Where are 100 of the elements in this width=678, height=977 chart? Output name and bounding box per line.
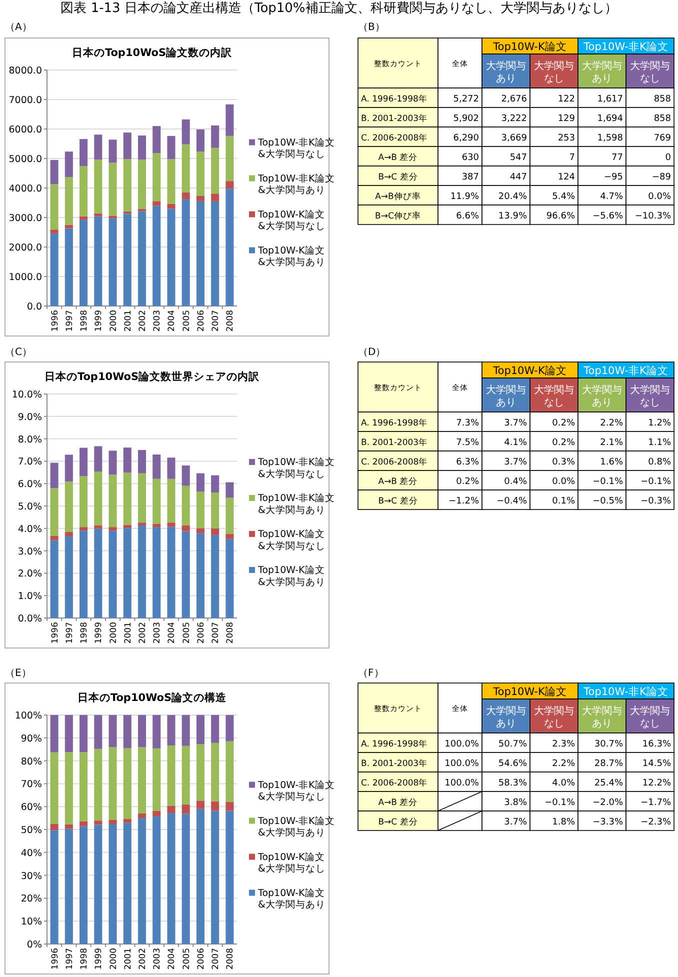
bar [108, 162, 117, 216]
x-tick-label: 2003 [152, 948, 163, 970]
bar [152, 206, 161, 306]
text: Top10W-K論文 [492, 364, 567, 377]
y-tick-label: 0.0 [26, 302, 42, 312]
bar [138, 813, 146, 818]
text: （E） [5, 668, 32, 679]
bar [211, 148, 220, 194]
x-tick-label: 2003 [152, 310, 163, 332]
text: 0.3% [552, 457, 575, 468]
bar [211, 715, 220, 743]
bar [152, 478, 161, 524]
bar [182, 465, 190, 486]
text: 6,290 [453, 133, 479, 144]
bar [108, 527, 117, 531]
bar [226, 498, 234, 534]
chart-title: 日本のTop10WoS論文数世界シェアの内訳 [44, 370, 261, 383]
bar [138, 450, 146, 474]
legend-label: Top10W-非K論文 &大学関与なし [257, 136, 335, 160]
legend-label: Top10W-K論文 &大学関与なし [257, 208, 326, 232]
text: 100.0% [444, 758, 479, 769]
bar [182, 486, 190, 526]
text: −89 [652, 172, 671, 182]
bar [94, 525, 102, 529]
x-tick-label: 1997 [64, 948, 75, 970]
bar [80, 530, 88, 618]
bar [80, 476, 88, 528]
bar [64, 536, 73, 618]
text: 387 [462, 172, 479, 182]
y-tick-label: 60% [20, 802, 42, 814]
y-tick-label: 0.0% [18, 614, 42, 624]
y-tick-label: 10.0% [12, 390, 42, 400]
text: 3,669 [501, 133, 527, 144]
bar [152, 201, 161, 206]
bar [123, 448, 132, 473]
y-tick-label: 5.0% [18, 502, 42, 512]
y-tick-label: 1000.0 [8, 272, 42, 283]
category-label: 大学関与あり [486, 704, 526, 730]
bar [50, 536, 58, 540]
text: 2.1% [600, 438, 623, 448]
text: 0.2% [552, 418, 575, 428]
y-tick-label: 7000.0 [8, 95, 42, 106]
category-label: B. 2001-2003年 [361, 758, 428, 769]
text: 769 [654, 133, 671, 144]
legend-label: Top10W-K論文 &大学関与なし [257, 528, 326, 552]
text: （F） [358, 668, 384, 679]
bar [94, 134, 102, 160]
text: 図表 1-13 日本の論文産出構造（Top10%補正論文、科研費関与ありなし、大学関与ありなし） [60, 0, 618, 16]
x-tick-label: 2001 [123, 310, 134, 332]
bar [182, 715, 190, 746]
text: −1.7% [640, 798, 671, 808]
bar [50, 540, 58, 618]
x-tick-label: 2002 [138, 310, 148, 332]
text: Top10W-K論文 [492, 685, 567, 698]
bar [138, 211, 146, 306]
text: 28.7% [594, 758, 623, 769]
bar [108, 715, 117, 748]
x-tick-label: 2007 [211, 948, 222, 970]
bar [80, 216, 88, 220]
bar [50, 715, 58, 752]
bar [50, 160, 58, 184]
text: 54.6% [498, 758, 527, 769]
bar [182, 531, 190, 618]
bar [226, 136, 234, 182]
bar [226, 810, 234, 944]
y-tick-label: 2.0% [18, 568, 42, 580]
text: 7 [569, 152, 575, 163]
bar [152, 810, 161, 816]
bar [167, 136, 176, 160]
category-label: C. 2006-2008年 [361, 133, 428, 144]
y-tick-label: 9.0% [18, 412, 42, 423]
text: 1.2% [648, 418, 671, 428]
chart-title: 日本のTop10WoS論文の構造 [77, 691, 228, 704]
bar [108, 218, 117, 306]
text: −1.2% [448, 496, 479, 506]
text: −2.0% [592, 798, 623, 808]
text: Top10W-非K論文 [582, 40, 668, 53]
category-label: 大学関与なし [630, 60, 670, 84]
bar [226, 534, 234, 539]
text: 447 [510, 172, 527, 182]
bar [196, 800, 204, 809]
bar [64, 228, 73, 306]
x-tick-label: 2001 [123, 622, 134, 644]
bar [211, 801, 220, 811]
text: 2.2% [600, 418, 623, 428]
category-label: B. 2001-2003年 [361, 438, 428, 448]
bar [196, 196, 204, 202]
y-tick-label: 6.0% [18, 479, 42, 490]
text: 858 [654, 114, 671, 124]
bar [167, 715, 176, 746]
bar [94, 216, 102, 306]
x-tick-label: 2000 [108, 948, 119, 970]
bar [226, 741, 234, 802]
bar [108, 216, 117, 218]
bar [226, 715, 234, 742]
text: 0.1% [552, 496, 575, 506]
bar [226, 482, 234, 498]
y-tick-label: 80% [20, 756, 42, 768]
text: 100.0% [444, 739, 479, 750]
bar [50, 824, 58, 830]
